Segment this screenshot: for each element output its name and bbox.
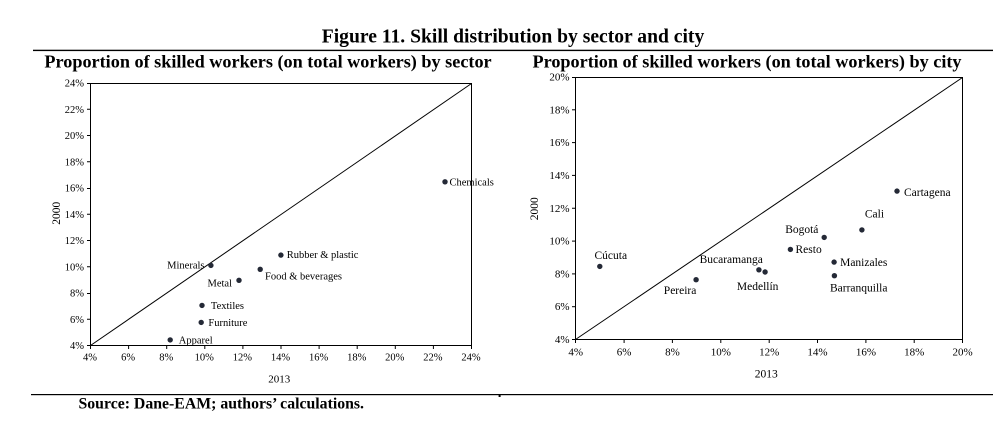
svg-text:16%: 16% bbox=[65, 184, 85, 195]
svg-text:8%: 8% bbox=[159, 353, 173, 364]
svg-text:12%: 12% bbox=[233, 353, 253, 364]
svg-text:24%: 24% bbox=[65, 79, 85, 90]
svg-text:Medellín: Medellín bbox=[737, 281, 779, 293]
svg-text:Manizales: Manizales bbox=[840, 257, 888, 269]
svg-text:4%: 4% bbox=[70, 341, 84, 352]
svg-text:20%: 20% bbox=[953, 347, 973, 359]
svg-text:Barranquilla: Barranquilla bbox=[830, 283, 887, 295]
svg-text:Rubber & plastic: Rubber & plastic bbox=[287, 250, 359, 261]
svg-text:12%: 12% bbox=[759, 347, 779, 359]
svg-text:Metal: Metal bbox=[208, 278, 233, 289]
svg-text:Proportion of skilled workers: Proportion of skilled workers (on total … bbox=[44, 52, 491, 73]
svg-text:2000: 2000 bbox=[51, 201, 63, 224]
svg-text:8%: 8% bbox=[665, 347, 680, 359]
svg-text:12%: 12% bbox=[65, 236, 85, 247]
svg-text:8%: 8% bbox=[555, 268, 570, 280]
svg-text:14%: 14% bbox=[65, 210, 85, 221]
svg-text:Bucaramanga: Bucaramanga bbox=[700, 254, 763, 266]
svg-text:Proportion of skilled workers: Proportion of skilled workers (on total … bbox=[532, 52, 961, 73]
svg-text:Figure 11. Skill distribution: Figure 11. Skill distribution by sector … bbox=[322, 27, 705, 48]
svg-text:Cali: Cali bbox=[865, 209, 884, 221]
svg-text:Textiles: Textiles bbox=[211, 301, 244, 312]
svg-text:Cartagena: Cartagena bbox=[904, 187, 951, 199]
svg-text:Source: Dane-EAM; authors’ cal: Source: Dane-EAM; authors’ calculations. bbox=[79, 395, 365, 412]
svg-text:18%: 18% bbox=[549, 104, 569, 116]
svg-text:16%: 16% bbox=[549, 137, 569, 149]
svg-text:2000: 2000 bbox=[529, 197, 541, 220]
svg-text:14%: 14% bbox=[807, 347, 827, 359]
svg-text:Apparel: Apparel bbox=[179, 336, 213, 347]
svg-text:22%: 22% bbox=[65, 105, 85, 116]
svg-text:18%: 18% bbox=[65, 157, 85, 168]
svg-text:2013: 2013 bbox=[755, 369, 778, 381]
svg-text:20%: 20% bbox=[549, 72, 569, 84]
svg-text:14%: 14% bbox=[549, 170, 569, 182]
svg-text:10%: 10% bbox=[549, 236, 569, 248]
svg-text:12%: 12% bbox=[549, 203, 569, 215]
svg-text:6%: 6% bbox=[617, 347, 632, 359]
svg-text:16%: 16% bbox=[309, 353, 329, 364]
svg-text:24%: 24% bbox=[461, 353, 481, 364]
svg-text:10%: 10% bbox=[195, 353, 215, 364]
svg-text:6%: 6% bbox=[121, 353, 135, 364]
svg-text:4%: 4% bbox=[568, 347, 583, 359]
svg-text:20%: 20% bbox=[385, 353, 405, 364]
svg-text:Minerals: Minerals bbox=[167, 261, 204, 272]
svg-text:4%: 4% bbox=[555, 334, 570, 346]
svg-text:18%: 18% bbox=[347, 353, 367, 364]
svg-text:Bogotá: Bogotá bbox=[785, 224, 818, 236]
svg-text:18%: 18% bbox=[904, 347, 924, 359]
svg-text:4%: 4% bbox=[83, 353, 97, 364]
svg-text:2013: 2013 bbox=[268, 374, 291, 386]
svg-text:Cúcuta: Cúcuta bbox=[595, 250, 628, 262]
svg-text:8%: 8% bbox=[70, 289, 84, 300]
svg-text:22%: 22% bbox=[423, 353, 443, 364]
svg-text:Furniture: Furniture bbox=[208, 318, 247, 329]
svg-text:20%: 20% bbox=[65, 131, 85, 142]
svg-text:6%: 6% bbox=[555, 301, 570, 313]
svg-text:10%: 10% bbox=[65, 262, 85, 273]
svg-text:Pereira: Pereira bbox=[664, 285, 697, 297]
svg-text:14%: 14% bbox=[271, 353, 291, 364]
svg-text:Chemicals: Chemicals bbox=[450, 177, 494, 188]
svg-text:Resto: Resto bbox=[796, 244, 822, 256]
svg-text:6%: 6% bbox=[70, 315, 84, 326]
svg-text:10%: 10% bbox=[711, 347, 731, 359]
svg-text:16%: 16% bbox=[856, 347, 876, 359]
svg-text:Food & beverages: Food & beverages bbox=[265, 272, 342, 283]
